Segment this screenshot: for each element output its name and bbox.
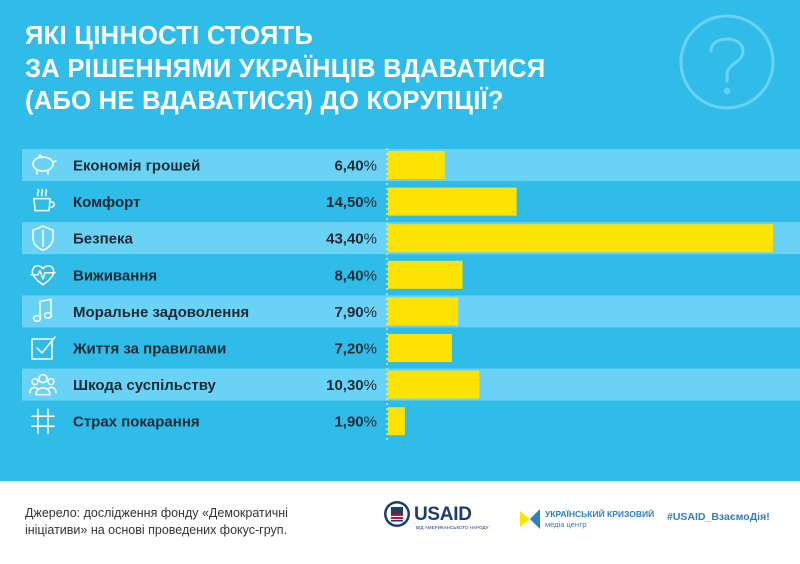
source-line: ініціативи» на основі проведених фокус-г… — [25, 523, 288, 537]
heartbeat-icon — [30, 265, 56, 286]
category-label: Виживання — [73, 267, 157, 284]
title-line: (АБО НЕ ВДАВАТИСЯ) ДО КОРУПЦІЇ? — [25, 87, 504, 115]
checkbox-icon — [31, 336, 56, 360]
value-label: 7,20% — [334, 341, 377, 358]
ucmc-logo-name: УКРАЇНСЬКИЙ КРИЗОВИЙ — [545, 509, 655, 519]
category-label: Страх покарання — [73, 414, 200, 431]
value-label: 14,50% — [326, 194, 377, 211]
bar — [388, 334, 452, 362]
category-label: Життя за правилами — [72, 341, 226, 358]
usaid-logo-text: USAID — [414, 504, 472, 526]
category-label: Економія грошей — [73, 158, 200, 175]
question-mark-icon — [679, 14, 775, 110]
music-note-icon — [32, 298, 53, 322]
bar — [388, 151, 445, 179]
usaid-wordmark: USAID — [414, 504, 472, 525]
usaid-seal-logo — [384, 501, 410, 527]
value-label: 1,90% — [334, 414, 377, 431]
source-note: Джерело: дослідження фонду «Демократичні… — [25, 505, 288, 539]
title-line: ЯКІ ЦІННОСТІ СТОЯТЬ — [25, 22, 314, 50]
value-label: 6,40% — [334, 158, 377, 175]
infographic-background: ЯКІ ЦІННОСТІ СТОЯТЬ ЗА РІШЕННЯМИ УКРАЇНЦ… — [0, 0, 800, 481]
title-line: ЗА РІШЕННЯМИ УКРАЇНЦІВ ВДАВАТИСЯ — [25, 54, 546, 83]
people-group-icon — [29, 373, 57, 396]
ucmc-logo-subtitle: медіа центр — [545, 520, 587, 529]
category-label: Безпека — [73, 231, 133, 248]
source-line: Джерело: дослідження фонду «Демократичні — [25, 506, 288, 520]
piggy-bank-icon — [32, 154, 57, 175]
category-label: Комфорт — [73, 194, 140, 211]
value-label: 10,30% — [326, 377, 377, 394]
ucmc-logo-mark — [520, 509, 540, 529]
category-label: Моральне задоволення — [73, 304, 249, 321]
value-label: 8,40% — [334, 267, 377, 284]
value-label: 7,90% — [334, 304, 377, 321]
bar — [388, 370, 480, 399]
bar — [388, 187, 517, 216]
usaid-tagline: ВІД АМЕРИКАНСЬКОГО НАРОДУ — [416, 525, 489, 530]
value-label: 43,40% — [326, 231, 377, 248]
bar — [388, 407, 405, 436]
grid-bars-icon — [31, 408, 55, 434]
coffee-cup-icon — [33, 188, 56, 212]
bar — [388, 224, 773, 253]
bar — [388, 260, 463, 289]
page-title: ЯКІ ЦІННОСТІ СТОЯТЬ ЗА РІШЕННЯМИ УКРАЇНЦ… — [25, 20, 545, 118]
bar-chart: Економія грошей 6,40% Комфорт 14,50% Безпека… — [22, 148, 800, 440]
category-label: Шкода суспільству — [73, 377, 217, 394]
bar — [388, 297, 459, 326]
shield-icon — [32, 225, 54, 251]
hashtag: #USAID_ВзаємоДія! — [667, 511, 770, 523]
